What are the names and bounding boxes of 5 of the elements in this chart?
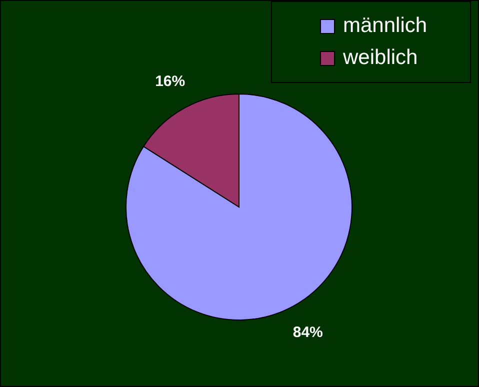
- legend-label: männlich: [343, 14, 428, 38]
- data-label: 84%: [292, 324, 323, 341]
- legend-label: weiblich: [343, 46, 418, 70]
- data-label: 16%: [155, 73, 186, 90]
- pie-slice: [126, 94, 352, 320]
